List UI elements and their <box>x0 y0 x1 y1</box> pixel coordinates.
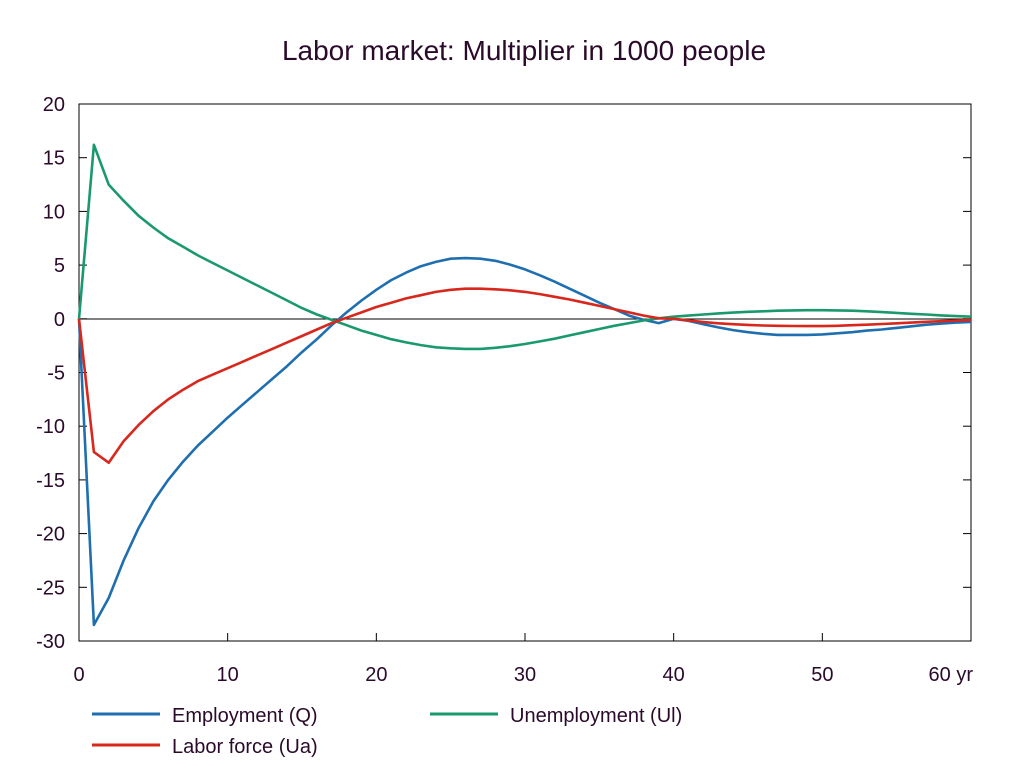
series-line-0 <box>77 256 972 627</box>
y-tick-label: 5 <box>54 255 65 277</box>
chart-title: Labor market: Multiplier in 1000 people <box>282 35 766 66</box>
x-tick-label: 10 <box>217 664 239 686</box>
y-tick-label: -10 <box>36 416 65 438</box>
legend-label: Unemployment (Ul) <box>510 705 682 727</box>
x-tick-label: 40 <box>663 664 685 686</box>
x-tick-label: 60 yr <box>929 664 974 686</box>
y-tick-label: 20 <box>43 94 65 116</box>
plot-frame <box>78 103 972 642</box>
y-tick-label: -5 <box>47 363 65 385</box>
x-tick-label: 50 <box>811 664 833 686</box>
series-layer <box>77 143 972 627</box>
x-tick-label: 30 <box>514 664 536 686</box>
y-tick-label: -30 <box>36 631 65 653</box>
x-tick-label: 0 <box>73 664 84 686</box>
series-line-2 <box>77 287 972 464</box>
y-tick-label: 15 <box>43 148 65 170</box>
y-tick-label: -25 <box>36 577 65 599</box>
legend: Employment (Q) Unemployment (Ul) Labor for… <box>92 705 682 758</box>
y-tick-label: 10 <box>43 201 65 223</box>
series-line-1 <box>77 143 972 351</box>
y-tick-label: -15 <box>36 470 65 492</box>
y-tick-label: 0 <box>54 309 65 331</box>
x-tick-label: 20 <box>365 664 387 686</box>
legend-label: Employment (Q) <box>172 705 318 727</box>
y-tick-label: -20 <box>36 524 65 546</box>
legend-label: Labor force (Ua) <box>172 736 318 758</box>
